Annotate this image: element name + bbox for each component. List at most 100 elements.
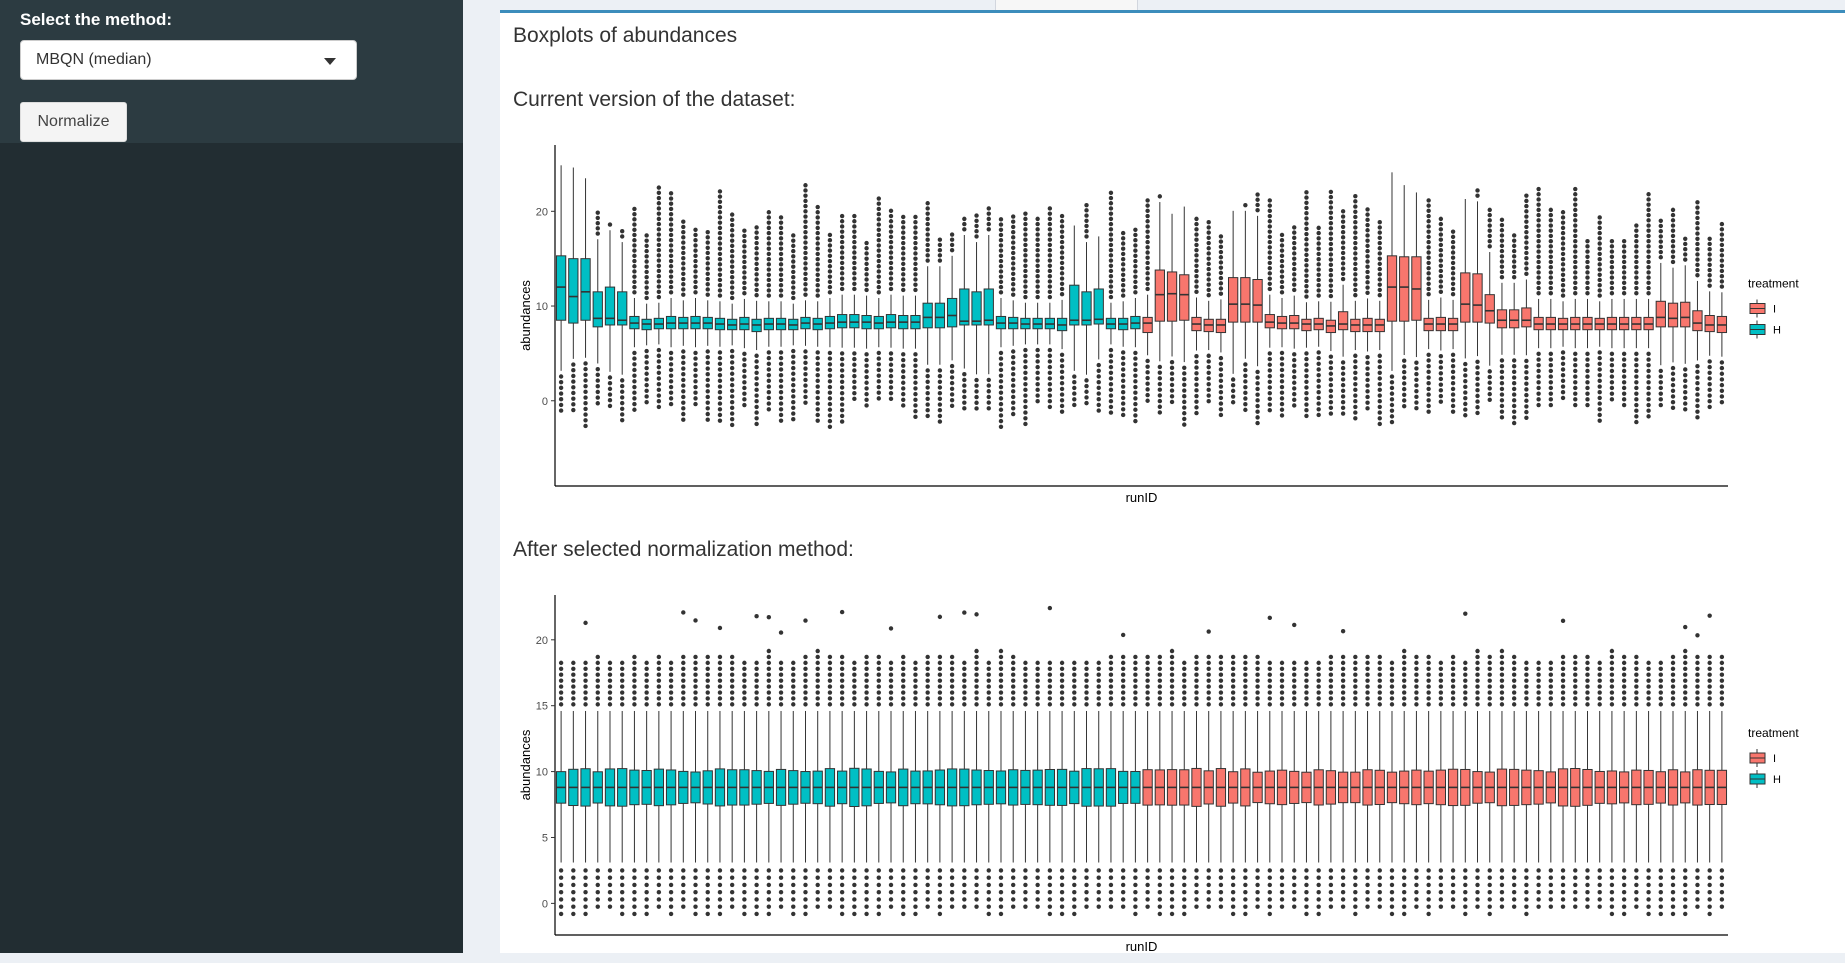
outlier-point (668, 269, 674, 274)
outlier-point (1194, 371, 1199, 376)
outlier-point (1047, 660, 1053, 666)
outlier-point (681, 702, 686, 707)
outlier-point (1169, 696, 1175, 701)
box (922, 302, 933, 329)
outlier-point (1108, 399, 1114, 404)
outlier-point (1243, 660, 1248, 666)
outlier-point (1670, 377, 1676, 382)
outlier-point (1585, 666, 1590, 671)
outlier-point (1499, 660, 1505, 666)
outlier-point (1292, 369, 1297, 374)
outlier-point (1133, 875, 1138, 880)
outlier-point (839, 373, 845, 379)
outlier-point (754, 353, 759, 358)
outlier-point (1133, 696, 1138, 701)
outlier-point (1059, 386, 1065, 392)
outlier-point (1426, 403, 1431, 409)
outlier-point (607, 392, 613, 397)
outlier-point (1035, 399, 1040, 404)
outlier-point (852, 265, 857, 271)
outlier-point (742, 351, 747, 357)
outlier-point (1402, 672, 1407, 677)
outlier-point (1169, 690, 1175, 695)
normalize-button[interactable]: Normalize (20, 102, 127, 142)
outlier-point (803, 224, 808, 230)
outlier-point (815, 372, 820, 378)
outlier-point (1145, 702, 1150, 707)
outlier-point (827, 904, 833, 909)
outlier-point (717, 401, 723, 406)
outlier-point (1585, 391, 1590, 396)
outlier-point (595, 666, 600, 671)
outlier-point (583, 372, 588, 378)
outlier-point (693, 684, 698, 689)
outlier-point (1511, 660, 1517, 666)
outlier-point (1707, 236, 1712, 241)
outlier-point (1658, 684, 1663, 689)
outlier-point (1450, 690, 1456, 695)
outlier-point (1402, 375, 1407, 380)
outlier-point (1243, 379, 1248, 384)
outlier-point (1304, 195, 1309, 200)
outlier-point (998, 413, 1004, 418)
outlier-point (1426, 392, 1431, 397)
outlier-point (571, 390, 576, 396)
outlier-point (1218, 265, 1224, 270)
box (1655, 300, 1666, 328)
outlier-point (1438, 672, 1444, 677)
outlier-point (1536, 212, 1541, 218)
outlier-point (876, 897, 881, 902)
outlier-point (986, 672, 991, 677)
outlier-point (1658, 244, 1663, 250)
outlier-point (1402, 654, 1407, 660)
outlier-point (1340, 250, 1346, 256)
outlier-point (1304, 672, 1309, 677)
outlier-point (1365, 238, 1370, 243)
outlier-point (1377, 678, 1382, 683)
outlier-point (1573, 223, 1578, 228)
outlier-point (803, 235, 808, 240)
tab-strip-active[interactable] (995, 0, 1138, 10)
outlier-point (1267, 255, 1272, 260)
outlier-point (1573, 254, 1578, 259)
outlier-point (815, 904, 820, 909)
outlier-point (1438, 666, 1444, 671)
outlier-point (1560, 262, 1566, 267)
outlier-point (1597, 897, 1602, 902)
outlier-point (1255, 904, 1260, 909)
outlier-point (1084, 378, 1089, 383)
outlier-point (778, 889, 784, 895)
outlier-point (1108, 678, 1114, 683)
outlier-point (1328, 868, 1334, 873)
outlier-point (1585, 351, 1590, 357)
outlier-point (1487, 233, 1492, 239)
outlier-point (632, 384, 637, 390)
outlier-point (693, 702, 698, 707)
outlier-point (1108, 359, 1114, 364)
outlier-point (998, 666, 1004, 671)
outlier-point (1145, 672, 1150, 677)
outlier-point (888, 250, 894, 255)
outlier-point (1023, 404, 1028, 410)
outlier-point (729, 666, 735, 671)
outlier-point (729, 411, 735, 416)
outlier-point (1646, 244, 1651, 249)
outlier-point (1023, 904, 1028, 909)
outlier-point (1279, 356, 1285, 361)
outlier-point (1719, 889, 1725, 895)
method-select[interactable]: MBQN (median) (20, 40, 357, 80)
outlier-point (754, 261, 759, 267)
outlier-point (1035, 889, 1040, 895)
outlier-point (1426, 358, 1431, 363)
outlier-point (729, 259, 735, 264)
outlier-point (1634, 391, 1639, 396)
outlier-point (766, 897, 772, 902)
outlier-point (1426, 213, 1431, 219)
outlier-point (1267, 271, 1272, 276)
outlier-point (1120, 288, 1126, 293)
outlier-point (888, 684, 894, 689)
box (1289, 315, 1300, 330)
outlier-point (1524, 882, 1529, 888)
outlier-point (1463, 875, 1468, 880)
outlier-point (1206, 272, 1211, 277)
